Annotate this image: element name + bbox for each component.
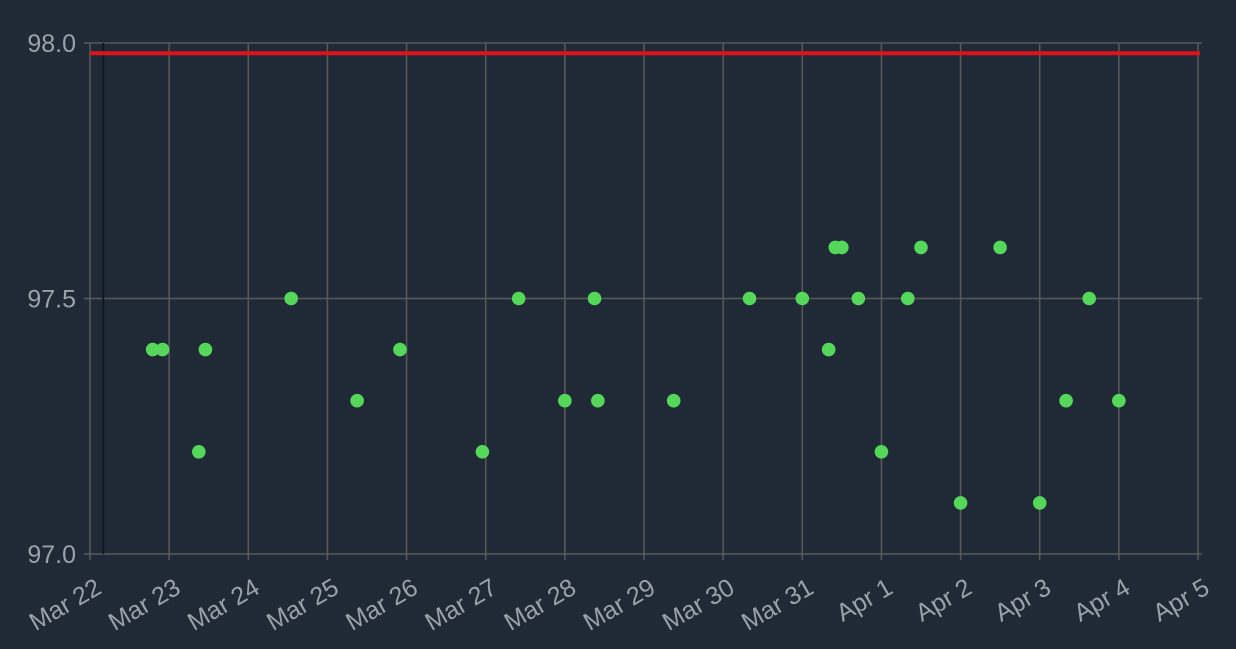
x-tick-label: Mar 28 [499, 573, 580, 636]
x-tick-label: Mar 30 [658, 573, 739, 636]
data-points [145, 240, 1126, 510]
x-tick-label: Apr 3 [990, 573, 1056, 627]
data-point [350, 393, 364, 408]
x-tick-label: Mar 22 [25, 573, 106, 636]
data-point [953, 496, 968, 510]
data-point [393, 342, 407, 357]
x-tick-label: Mar 26 [341, 573, 422, 636]
data-point [901, 291, 915, 306]
data-point [821, 342, 836, 357]
data-point [914, 240, 928, 255]
x-tick-label: Mar 27 [420, 573, 501, 636]
data-point [284, 291, 298, 306]
data-point [993, 240, 1007, 255]
data-point [198, 342, 213, 357]
y-axis-tick-labels: 97.0 97.5 98.0 [27, 30, 76, 569]
x-tick-label: Apr 1 [832, 573, 898, 627]
x-tick-label: Apr 5 [1148, 573, 1214, 627]
data-point [1082, 291, 1096, 306]
data-point [475, 445, 490, 459]
data-point [742, 291, 757, 306]
data-point [851, 291, 866, 306]
data-point [558, 393, 572, 408]
data-point [1059, 393, 1073, 408]
data-point [835, 240, 849, 255]
x-tick-label: Mar 24 [183, 573, 264, 636]
data-point [192, 445, 206, 459]
x-tick-label: Mar 23 [104, 573, 185, 636]
data-point [587, 291, 602, 306]
x-tick-label: Mar 25 [262, 573, 343, 636]
data-point [666, 393, 681, 408]
data-point [511, 291, 526, 306]
y-tick-label: 98.0 [27, 30, 76, 58]
x-tick-label: Mar 29 [579, 573, 660, 636]
data-point [1112, 393, 1126, 408]
y-tick-label: 97.0 [27, 541, 76, 569]
grid [84, 42, 1202, 560]
x-tick-label: Apr 4 [1069, 573, 1135, 627]
y-tick-label: 97.5 [27, 286, 76, 314]
data-point [1032, 496, 1047, 510]
x-tick-label: Apr 2 [911, 573, 977, 627]
x-tick-label: Mar 31 [737, 573, 818, 636]
data-point [155, 342, 170, 357]
data-point [874, 445, 889, 459]
data-point [795, 291, 810, 306]
data-point [591, 393, 605, 408]
data-point [145, 342, 160, 357]
